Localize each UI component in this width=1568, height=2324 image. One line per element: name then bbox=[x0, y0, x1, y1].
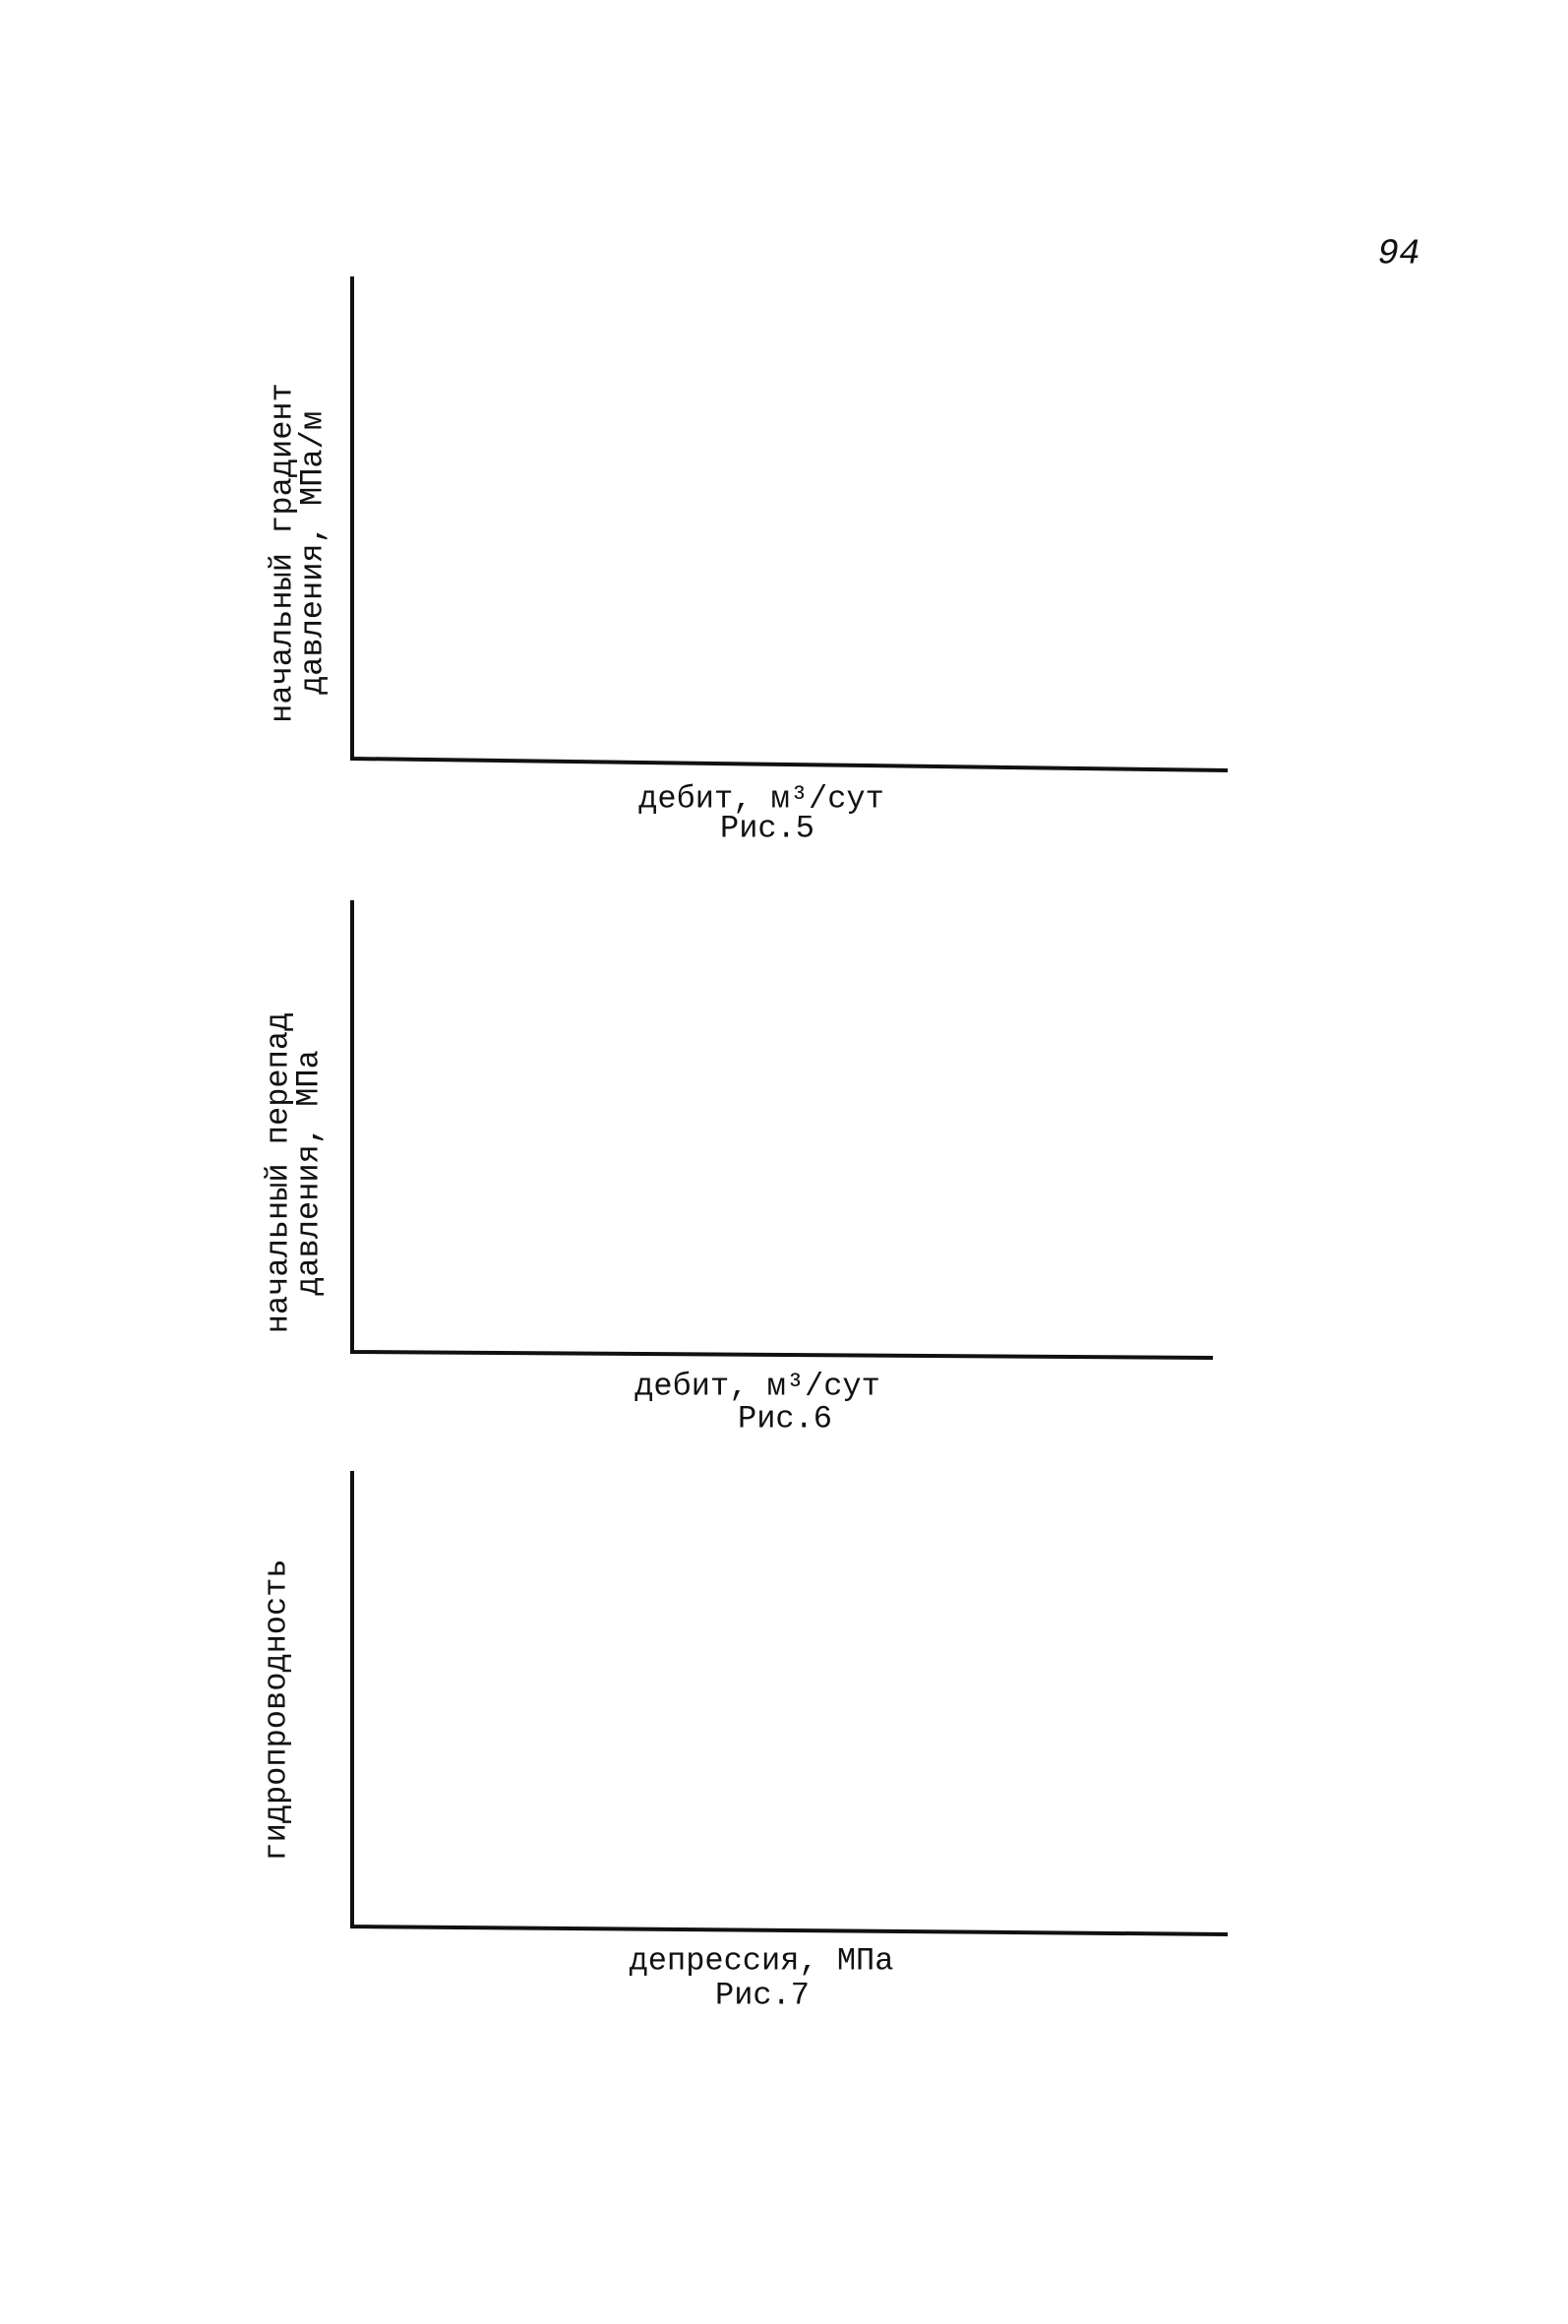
page-number: 94 bbox=[1377, 234, 1419, 275]
x-axis-label: дебит, м³/сут bbox=[634, 1368, 880, 1404]
y-axis-label: начальный градиент bbox=[264, 383, 300, 723]
axes bbox=[350, 900, 1214, 1360]
y-axis-label: давления, МПа bbox=[290, 1050, 327, 1296]
figure: гидропроводность депрессия, МПа Рис.7 bbox=[258, 1471, 1229, 2013]
x-axis-label: депрессия, МПа bbox=[630, 1942, 894, 1979]
caption: Рис.6 bbox=[738, 1400, 832, 1437]
axes bbox=[350, 1471, 1229, 1936]
y-axis-label: давления, МПа/м bbox=[294, 411, 331, 695]
axes bbox=[350, 276, 1229, 772]
figure: начальный градиент давления, МПа/м дебит… bbox=[264, 276, 1229, 846]
x-axis-label: дебит, м³/сут bbox=[638, 780, 884, 817]
caption: Рис.5 bbox=[720, 810, 814, 846]
caption: Рис.7 bbox=[715, 1977, 810, 2013]
y-axis-label: начальный перепад bbox=[260, 1012, 296, 1333]
figure: начальный перепад давления, МПа дебит, м… bbox=[260, 900, 1214, 1437]
y-axis-label: гидропроводность bbox=[258, 1559, 294, 1861]
